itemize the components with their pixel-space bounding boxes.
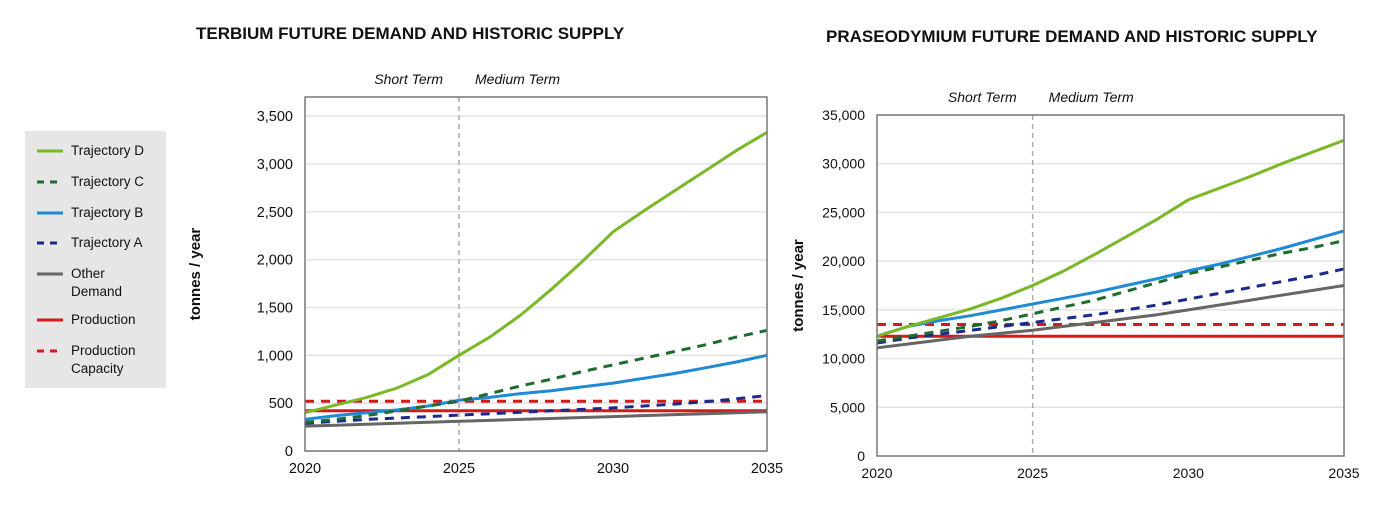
plot-border [876,114,1345,457]
legend-swatch-solid-line-icon [37,272,63,276]
legend-item-trajectory-b: Trajectory B [25,204,166,222]
x-tick-label: 2020 [861,465,892,481]
series-line-trajectory-c [304,328,768,424]
x-tick-label: 2025 [443,461,475,477]
praseodymium-chart: 0 5,000 10,000 15,000 20,000 25,000 30,000 35,0… [790,89,1360,481]
series-line-trajectory-d [876,138,1345,338]
legend-label: Trajectory D [71,143,145,158]
legend-label: Other Demand [71,266,123,299]
legend-label: Production Capacity [71,343,136,376]
legend-swatch-solid-line-icon [37,318,63,322]
medium-term-label: Medium Term [475,71,560,87]
y-tick-label: 3,000 [257,157,293,173]
legend-swatch-dashed-line-icon [37,180,63,184]
legend-item-trajectory-a: Trajectory A [25,234,166,252]
legend-item-production-capacity: Production Capacity [25,342,166,378]
plot-area [305,97,767,451]
y-tick-label: 15,000 [822,302,865,318]
series-line-trajectory-a [304,394,768,425]
legend-label: Trajectory A [71,235,143,250]
series-line-trajectory-d [304,131,768,415]
plot-border [304,96,768,452]
y-tick-label: 1,000 [257,348,293,364]
x-tick-label: 2030 [597,461,629,477]
short-term-label: Short Term [948,89,1017,105]
y-tick-label: 5,000 [830,399,865,415]
legend-swatch-dashed-line-icon [37,349,63,353]
legend-swatch-solid-line-icon [37,149,63,153]
x-tick-label: 2020 [289,461,321,477]
y-axis-label: tonnes / year [187,228,204,321]
legend-item-production: Production [25,311,166,329]
y-tick-label: 35,000 [822,107,865,123]
y-tick-label: 30,000 [822,156,865,172]
x-tick-label: 2035 [1328,465,1359,481]
y-tick-label: 25,000 [822,204,865,220]
legend-label: Production [71,312,136,327]
y-tick-label: 10,000 [822,351,865,367]
legend-label: Trajectory C [71,174,145,189]
legend-swatch-solid-line-icon [37,211,63,215]
legend-label: Trajectory B [71,205,144,220]
y-tick-label: 0 [285,444,293,460]
x-tick-label: 2030 [1173,465,1204,481]
y-tick-label: 20,000 [822,253,865,269]
series-line-other-demand [304,410,768,428]
y-tick-label: 1,500 [257,300,293,316]
legend-item-trajectory-c: Trajectory C [25,173,166,191]
x-tick-label: 2025 [1017,465,1048,481]
y-tick-label: 2,500 [257,205,293,221]
legend-item-trajectory-d: Trajectory D [25,142,166,160]
medium-term-label: Medium Term [1049,89,1134,105]
series-line-other-demand [876,284,1345,350]
legend-item-other-demand: Other Demand [25,265,166,301]
series-line-trajectory-b [304,353,768,421]
y-tick-label: 500 [269,396,293,412]
chart-legend: Trajectory D Trajectory C Trajectory B T… [25,131,166,388]
praseodymium-chart-title: PRASEODYMIUM FUTURE DEMAND AND HISTORIC … [826,27,1318,46]
y-tick-label: 3,500 [257,109,293,125]
series-line-trajectory-b [876,229,1345,338]
terbium-chart: 0 500 1,000 1,500 2,000 2,500 3,000 3,500 2020 20… [187,71,783,477]
x-tick-label: 2035 [751,461,783,477]
y-tick-label: 0 [857,448,865,464]
plot-area [877,115,1344,456]
y-axis-label: tonnes / year [790,239,807,332]
y-tick-label: 2,000 [257,253,293,269]
short-term-label: Short Term [374,71,443,87]
legend-swatch-dashed-line-icon [37,241,63,245]
terbium-chart-title: TERBIUM FUTURE DEMAND AND HISTORIC SUPPL… [196,24,625,43]
